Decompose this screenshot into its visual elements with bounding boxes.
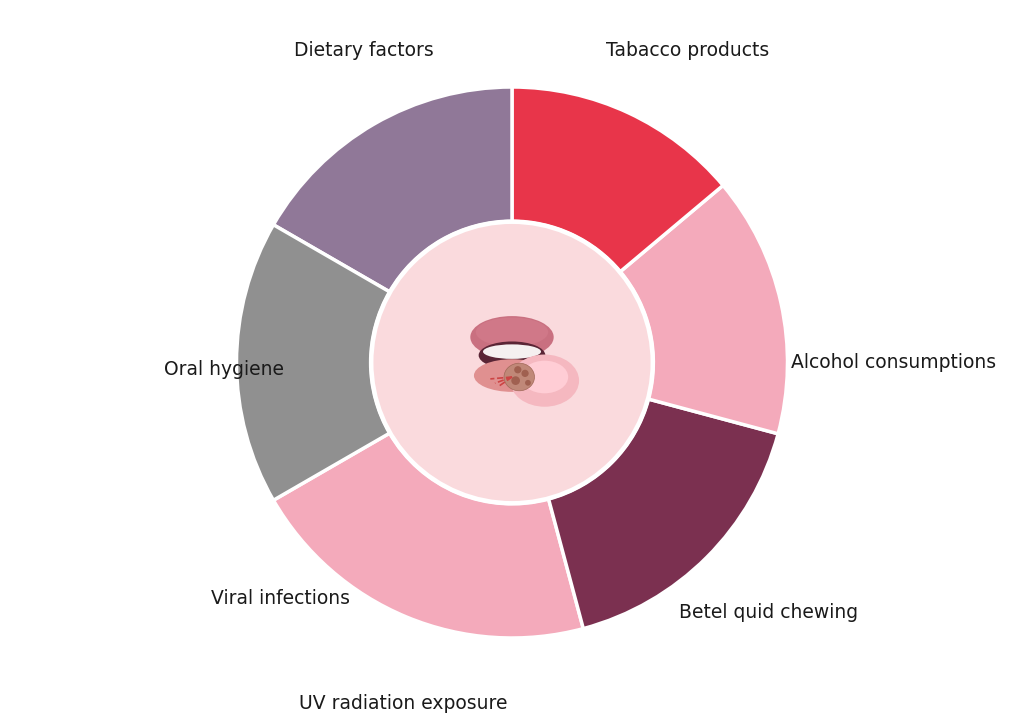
Wedge shape: [512, 87, 723, 272]
Ellipse shape: [470, 316, 554, 358]
Text: UV radiation exposure: UV radiation exposure: [299, 694, 508, 713]
Circle shape: [371, 221, 653, 504]
Wedge shape: [237, 87, 512, 500]
Ellipse shape: [510, 355, 579, 407]
Circle shape: [374, 224, 650, 501]
Ellipse shape: [483, 344, 541, 359]
Circle shape: [525, 380, 530, 386]
Wedge shape: [237, 225, 389, 500]
Ellipse shape: [474, 360, 550, 392]
Text: Viral infections: Viral infections: [211, 589, 350, 608]
Text: Dietary factors: Dietary factors: [295, 41, 434, 60]
Wedge shape: [621, 186, 787, 434]
Circle shape: [521, 370, 528, 377]
Text: Alcohol consumptions: Alcohol consumptions: [792, 353, 996, 372]
Ellipse shape: [478, 341, 546, 369]
Wedge shape: [549, 399, 778, 629]
Ellipse shape: [521, 361, 568, 393]
Wedge shape: [273, 434, 584, 638]
Ellipse shape: [504, 363, 535, 391]
Circle shape: [514, 366, 521, 373]
Text: Betel quid chewing: Betel quid chewing: [679, 603, 858, 622]
Ellipse shape: [476, 318, 548, 347]
Text: Oral hygiene: Oral hygiene: [164, 360, 284, 379]
Circle shape: [511, 376, 520, 385]
Text: Tabacco products: Tabacco products: [606, 41, 769, 60]
Wedge shape: [273, 87, 512, 292]
